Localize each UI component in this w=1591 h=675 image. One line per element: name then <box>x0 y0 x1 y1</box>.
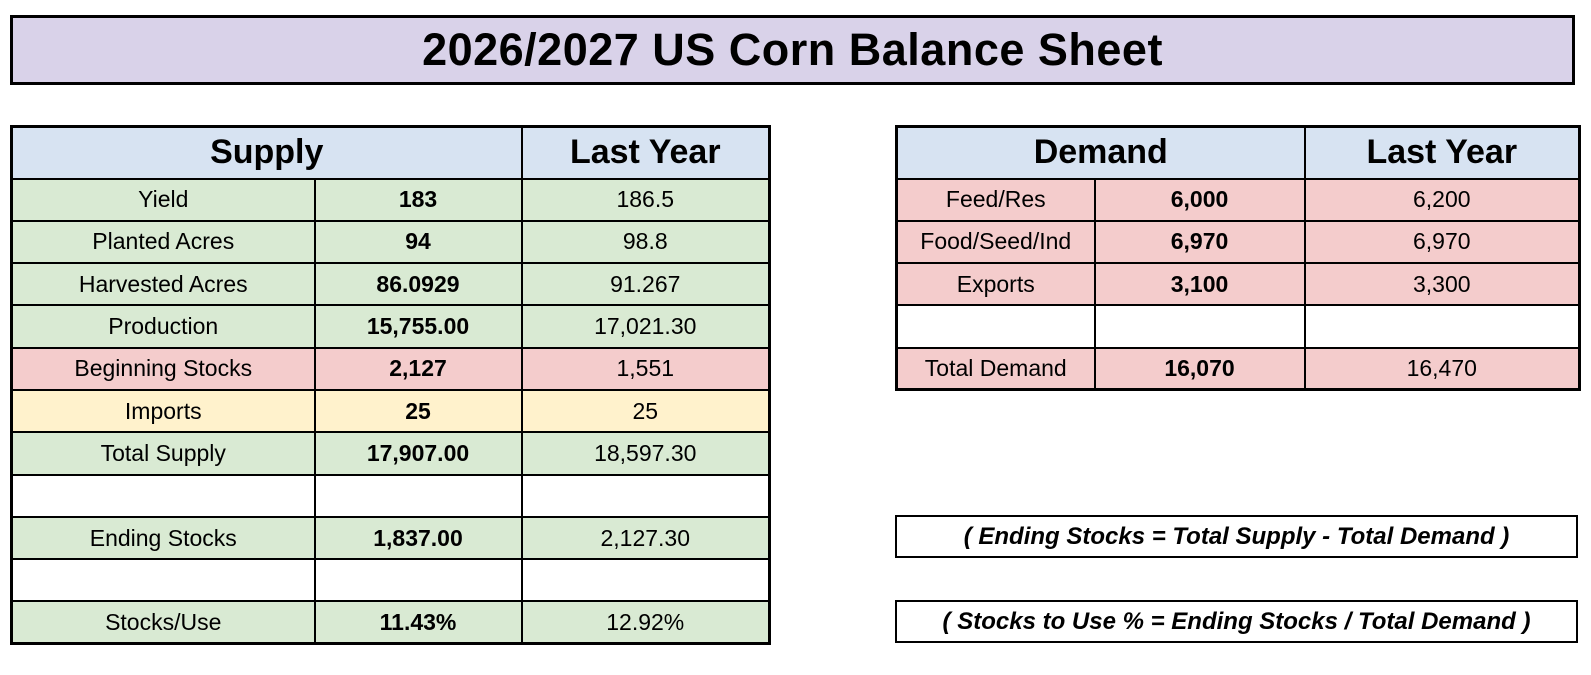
demand-cell-value[interactable]: 16,070 <box>1093 346 1306 391</box>
supply-cell-label[interactable]: Production <box>10 304 316 349</box>
supply-cell-last_year[interactable]: 1,551 <box>520 346 771 391</box>
demand-cell-label[interactable]: Food/Seed/Ind <box>895 219 1096 265</box>
supply-cell-last_year[interactable]: 98.8 <box>520 219 771 265</box>
table-row: Ending Stocks 1,837.00 2,127.30 <box>10 515 771 561</box>
supply-cell-label[interactable] <box>10 558 316 603</box>
supply-cell-last_year[interactable]: 12.92% <box>520 600 771 645</box>
table-row <box>10 473 771 518</box>
page-title: 2026/2027 US Corn Balance Sheet <box>422 24 1163 75</box>
ending-stocks-formula-note[interactable]: ( Ending Stocks = Total Supply - Total D… <box>895 515 1578 558</box>
supply-cell-last_year[interactable]: 186.5 <box>520 177 771 222</box>
supply-cell-value[interactable] <box>313 473 523 518</box>
table-row: Yield 183 186.5 <box>10 177 771 222</box>
table-row: Planted Acres 94 98.8 <box>10 219 771 265</box>
supply-cell-label[interactable]: Harvested Acres <box>10 262 316 307</box>
supply-cell-label[interactable]: Planted Acres <box>10 219 316 265</box>
supply-cell-label[interactable]: Stocks/Use <box>10 600 316 645</box>
table-row: Food/Seed/Ind 6,970 6,970 <box>895 219 1581 265</box>
supply-header-row: Supply Last Year <box>10 125 771 180</box>
supply-cell-value[interactable]: 11.43% <box>313 600 523 645</box>
demand-cell-value[interactable] <box>1093 304 1306 349</box>
table-row: Beginning Stocks 2,127 1,551 <box>10 346 771 391</box>
supply-cell-value[interactable]: 2,127 <box>313 346 523 391</box>
supply-cell-label[interactable]: Total Supply <box>10 431 316 476</box>
table-row: Total Supply 17,907.00 18,597.30 <box>10 431 771 476</box>
supply-cell-last_year[interactable] <box>520 473 771 518</box>
supply-cell-value[interactable] <box>313 558 523 603</box>
table-row: Total Demand 16,070 16,470 <box>895 346 1581 391</box>
supply-cell-label[interactable]: Imports <box>10 388 316 434</box>
supply-cell-label[interactable] <box>10 473 316 518</box>
supply-cell-value[interactable]: 86.0929 <box>313 262 523 307</box>
demand-cell-label[interactable]: Total Demand <box>895 346 1096 391</box>
table-row: Production 15,755.00 17,021.30 <box>10 304 771 349</box>
demand-cell-last_year[interactable] <box>1303 304 1581 349</box>
supply-cell-last_year[interactable]: 17,021.30 <box>520 304 771 349</box>
demand-header-cell[interactable]: Demand <box>895 125 1306 180</box>
demand-cell-last_year[interactable]: 6,970 <box>1303 219 1581 265</box>
demand-cell-last_year[interactable]: 6,200 <box>1303 177 1581 222</box>
demand-cell-label[interactable]: Exports <box>895 262 1096 307</box>
supply-cell-value[interactable]: 94 <box>313 219 523 265</box>
supply-cell-last_year[interactable]: 91.267 <box>520 262 771 307</box>
supply-header-cell[interactable]: Supply <box>10 125 523 180</box>
supply-cell-label[interactable]: Yield <box>10 177 316 222</box>
table-row <box>895 304 1581 349</box>
supply-cell-value[interactable]: 1,837.00 <box>313 515 523 561</box>
ending-stocks-formula-text: ( Ending Stocks = Total Supply - Total D… <box>963 522 1510 550</box>
demand-table: Demand Last Year Feed/Res 6,000 6,200 Food/… <box>895 125 1582 392</box>
table-row: Stocks/Use 11.43% 12.92% <box>10 600 771 645</box>
table-row <box>10 558 771 603</box>
supply-cell-last_year[interactable]: 18,597.30 <box>520 431 771 476</box>
demand-cell-value[interactable]: 6,970 <box>1093 219 1306 265</box>
stocks-to-use-formula-text: ( Stocks to Use % = Ending Stocks / Tota… <box>942 607 1531 635</box>
table-row: Feed/Res 6,000 6,200 <box>895 177 1581 222</box>
demand-cell-value[interactable]: 6,000 <box>1093 177 1306 222</box>
demand-cell-last_year[interactable]: 3,300 <box>1303 262 1581 307</box>
supply-cell-last_year[interactable]: 25 <box>520 388 771 434</box>
supply-cell-value[interactable]: 25 <box>313 388 523 434</box>
supply-cell-value[interactable]: 15,755.00 <box>313 304 523 349</box>
title-bar[interactable]: 2026/2027 US Corn Balance Sheet <box>10 15 1575 85</box>
demand-cell-last_year[interactable]: 16,470 <box>1303 346 1581 391</box>
table-row: Harvested Acres 86.0929 91.267 <box>10 262 771 307</box>
demand-cell-value[interactable]: 3,100 <box>1093 262 1306 307</box>
supply-cell-label[interactable]: Beginning Stocks <box>10 346 316 391</box>
demand-cell-label[interactable]: Feed/Res <box>895 177 1096 222</box>
stocks-to-use-formula-note[interactable]: ( Stocks to Use % = Ending Stocks / Tota… <box>895 600 1578 643</box>
supply-cell-label[interactable]: Ending Stocks <box>10 515 316 561</box>
demand-cell-label[interactable] <box>895 304 1096 349</box>
supply-cell-value[interactable]: 183 <box>313 177 523 222</box>
table-row: Imports 25 25 <box>10 388 771 434</box>
supply-cell-last_year[interactable] <box>520 558 771 603</box>
table-row: Exports 3,100 3,300 <box>895 262 1581 307</box>
supply-last-year-header-cell[interactable]: Last Year <box>520 125 771 180</box>
demand-last-year-header-cell[interactable]: Last Year <box>1303 125 1581 180</box>
supply-table: Supply Last Year Yield 183 186.5 Planted Ac… <box>10 125 771 646</box>
supply-cell-value[interactable]: 17,907.00 <box>313 431 523 476</box>
demand-header-row: Demand Last Year <box>895 125 1581 180</box>
supply-cell-last_year[interactable]: 2,127.30 <box>520 515 771 561</box>
